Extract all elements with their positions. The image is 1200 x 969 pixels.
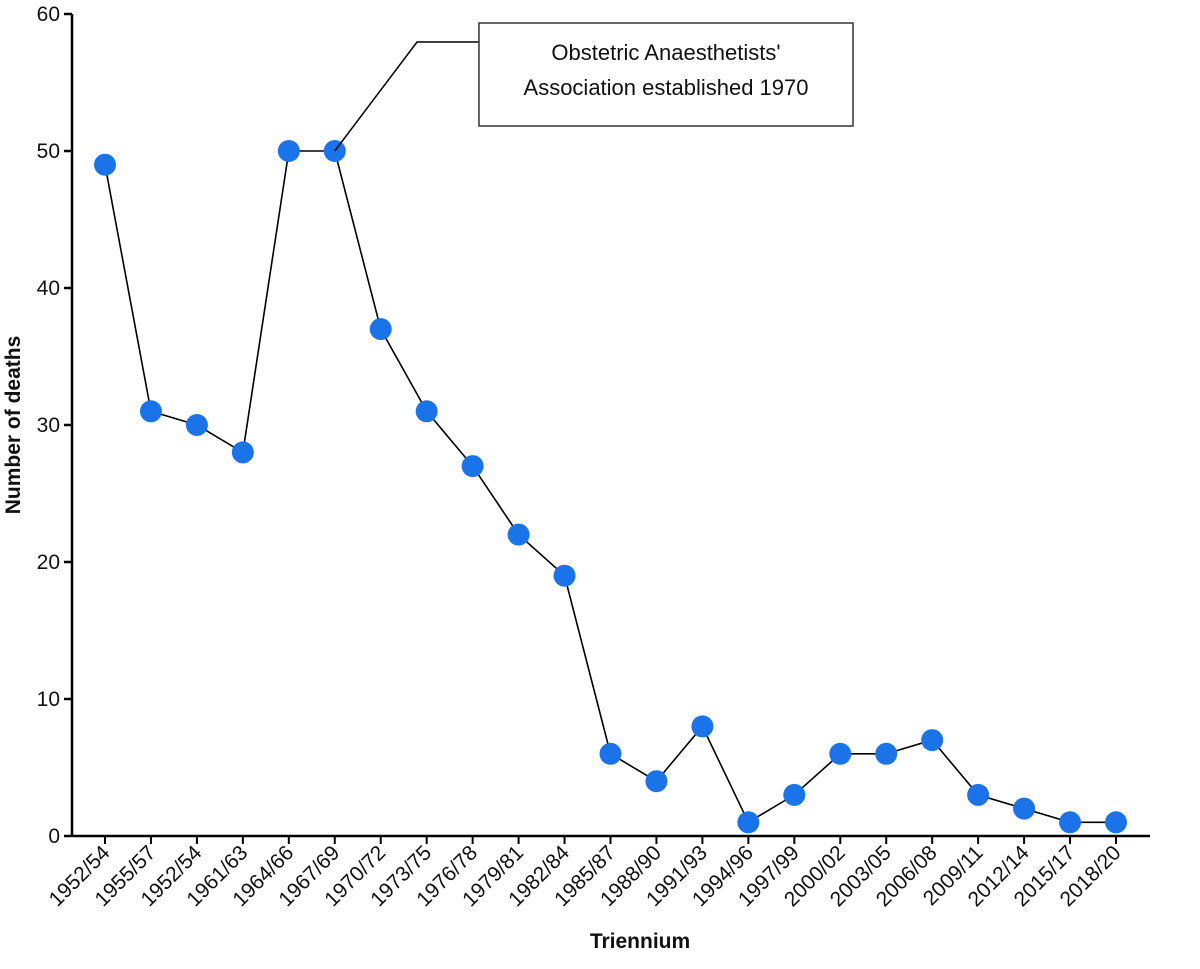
x-axis-title: Triennium [590, 930, 690, 953]
annotation-callout: Obstetric Anaesthetists' Association est… [334, 22, 854, 152]
data-point [415, 400, 438, 423]
axes [70, 14, 1150, 838]
data-point [967, 783, 990, 806]
data-point [185, 414, 208, 436]
data-point [1059, 811, 1082, 834]
y-tick-label: 60 [37, 3, 60, 26]
y-tick-label: 40 [37, 277, 60, 300]
series-deaths [94, 140, 1127, 834]
y-axis-title: Number of deaths [2, 336, 25, 515]
annotation-leader-line [334, 41, 479, 152]
data-point [461, 455, 484, 478]
annotation-text-line-1: Obstetric Anaesthetists' [551, 40, 780, 65]
data-point [829, 742, 852, 765]
data-point [1013, 797, 1036, 820]
data-point [369, 318, 392, 341]
data-point [94, 153, 116, 176]
data-point [737, 811, 760, 834]
data-point [875, 742, 898, 765]
data-point [139, 400, 162, 423]
y-tick-label: 30 [37, 414, 60, 437]
y-tick-label: 50 [37, 140, 60, 163]
data-point [645, 770, 668, 793]
data-point [1105, 811, 1127, 834]
data-point [553, 564, 576, 587]
x-axis-ticks: 1952/541955/571952/541961/631964/661967/… [45, 836, 1126, 911]
data-point [231, 441, 254, 464]
data-point [783, 783, 806, 806]
data-point [507, 523, 530, 546]
y-tick-label: 20 [37, 551, 60, 574]
data-point [277, 140, 300, 162]
y-axis-ticks: 0 10 20 30 40 50 60 [37, 3, 72, 848]
series-line [104, 150, 1116, 824]
annotation-box [478, 22, 854, 127]
y-tick-label: 0 [48, 825, 60, 848]
y-tick-label: 10 [37, 688, 60, 711]
data-point [599, 742, 622, 765]
data-point [691, 715, 714, 738]
annotation-text-line-2: Association established 1970 [524, 75, 809, 100]
data-point [921, 729, 944, 752]
